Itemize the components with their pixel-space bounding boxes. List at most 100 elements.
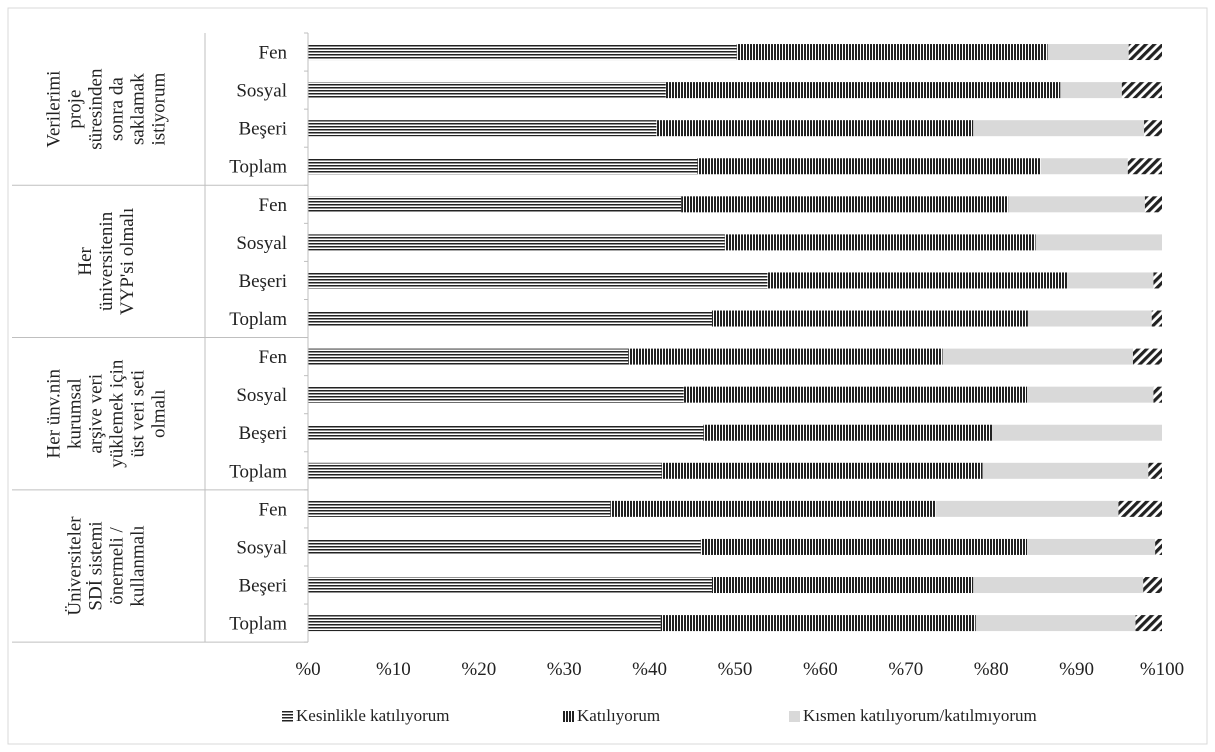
bar-disagree — [1132, 348, 1162, 365]
bar-partial — [1040, 158, 1128, 175]
legend-item-strongly-agree: Kesinlikle katılıyorum — [282, 706, 449, 726]
bar-disagree — [1143, 577, 1162, 594]
legend-swatch-strongly-agree — [282, 710, 293, 722]
legend-label-agree: Katılıyorum — [577, 706, 661, 725]
bar-strongly-agree — [308, 386, 684, 403]
group-label: ÜniversitelerSDİ sistemiönermeli /kullan… — [65, 516, 149, 616]
bar-partial — [1047, 44, 1129, 61]
x-tick-label: %20 — [461, 659, 496, 680]
bar-disagree — [1151, 310, 1162, 327]
group-label: Her ünv.ninkurumsalarşive veriyüklemek i… — [44, 359, 170, 468]
row-label: Fen — [259, 195, 288, 216]
bar-agree — [656, 120, 974, 137]
chart-frame — [7, 7, 1208, 745]
row-label: Beşeri — [238, 271, 287, 292]
bar-partial — [1067, 272, 1154, 289]
bar-partial — [1060, 82, 1122, 99]
category-labels: Verilerimiprojesüresindensonra dasaklama… — [44, 43, 288, 635]
row-label: Toplam — [229, 461, 287, 482]
bar-strongly-agree — [308, 538, 701, 555]
bar-strongly-agree — [308, 615, 661, 632]
x-tick-label: %60 — [803, 659, 838, 680]
bar-strongly-agree — [308, 196, 682, 213]
bars — [308, 44, 1162, 632]
axes: %0 %10 %20 %30 %40 %50 %60 %70 %80 %90 %100 — [12, 32, 1184, 680]
bar-agree — [665, 82, 1061, 99]
bar-agree — [724, 234, 1036, 251]
bar-agree — [660, 615, 976, 632]
row-label: Toplam — [229, 614, 287, 635]
bar-partial — [1027, 310, 1152, 327]
x-tick-label: %30 — [547, 659, 582, 680]
legend-swatch-partial — [789, 710, 800, 722]
x-tick-label: %10 — [376, 659, 411, 680]
bar-agree — [711, 577, 974, 594]
row-label: Fen — [259, 347, 288, 368]
bar-agree — [711, 310, 1028, 327]
bar-partial — [1027, 386, 1154, 403]
bar-disagree — [1128, 44, 1162, 61]
bar-partial — [973, 120, 1145, 137]
bar-agree — [683, 386, 1028, 403]
bar-disagree — [1144, 120, 1162, 137]
bar-partial — [935, 500, 1119, 517]
bar-disagree — [1155, 538, 1162, 555]
legend-item-partial: Kısmen katılıyorum/katılmıyorum — [789, 706, 1037, 726]
legend: Kesinlikle katılıyorum Katılıyorum Kısme… — [0, 706, 1215, 730]
row-label: Toplam — [229, 309, 287, 330]
x-tick-label: %80 — [974, 659, 1009, 680]
bar-partial — [973, 577, 1144, 594]
bar-strongly-agree — [308, 500, 611, 517]
bar-strongly-agree — [308, 272, 768, 289]
bar-partial — [942, 348, 1133, 365]
bar-disagree — [1153, 386, 1162, 403]
row-label: Fen — [259, 499, 288, 520]
bar-strongly-agree — [308, 120, 657, 137]
bar-strongly-agree — [308, 462, 662, 479]
bar-agree — [700, 538, 1028, 555]
bar-agree — [628, 348, 943, 365]
bar-strongly-agree — [308, 44, 737, 61]
bar-strongly-agree — [308, 424, 704, 441]
bar-disagree — [1148, 462, 1162, 479]
bar-disagree — [1144, 196, 1162, 213]
x-tick-label: %40 — [632, 659, 667, 680]
row-label: Beşeri — [238, 576, 287, 597]
bar-disagree — [1121, 82, 1162, 99]
bar-strongly-agree — [308, 158, 698, 175]
row-label: Fen — [259, 43, 288, 64]
x-tick-label: %50 — [718, 659, 753, 680]
bar-strongly-agree — [308, 310, 712, 327]
legend-label-partial: Kısmen katılıyorum/katılmıyorum — [803, 706, 1037, 725]
row-label: Sosyal — [236, 537, 287, 558]
bar-agree — [767, 272, 1068, 289]
bar-partial — [982, 462, 1149, 479]
bar-disagree — [1135, 615, 1162, 632]
bar-agree — [610, 500, 936, 517]
bar-strongly-agree — [308, 82, 666, 99]
legend-swatch-agree — [563, 710, 574, 722]
row-label: Beşeri — [238, 423, 287, 444]
row-label: Beşeri — [238, 119, 287, 140]
bar-partial — [1008, 196, 1145, 213]
bar-agree — [703, 424, 993, 441]
legend-item-agree: Katılıyorum — [563, 706, 660, 726]
row-label: Sosyal — [236, 81, 287, 102]
bar-strongly-agree — [308, 577, 712, 594]
bar-partial — [1035, 234, 1162, 251]
legend-label-strongly-agree: Kesinlikle katılıyorum — [296, 706, 450, 725]
row-label: Sosyal — [236, 233, 287, 254]
x-tick-label: %100 — [1140, 659, 1184, 680]
bar-agree — [697, 158, 1041, 175]
row-label: Toplam — [229, 157, 287, 178]
bar-disagree — [1153, 272, 1162, 289]
bar-disagree — [1127, 158, 1162, 175]
bar-agree — [736, 44, 1048, 61]
row-label: Sosyal — [236, 385, 287, 406]
bar-disagree — [1118, 500, 1162, 517]
bar-partial — [1027, 538, 1156, 555]
group-label: Verilerimiprojesüresindensonra dasaklama… — [44, 68, 170, 150]
bar-partial — [992, 424, 1162, 441]
